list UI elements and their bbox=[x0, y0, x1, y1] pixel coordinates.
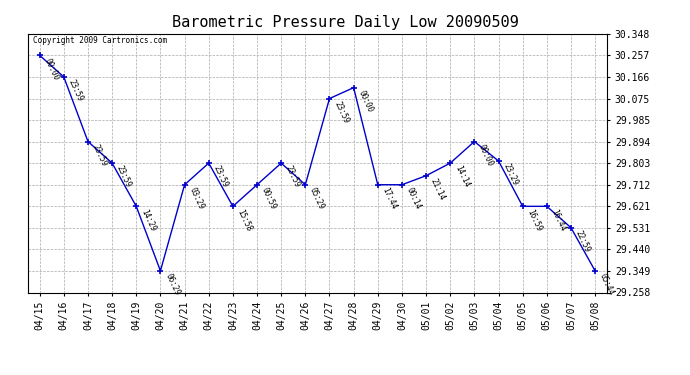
Text: 23:59: 23:59 bbox=[67, 78, 85, 103]
Text: 23:59: 23:59 bbox=[115, 165, 133, 189]
Text: 06:29: 06:29 bbox=[164, 272, 181, 297]
Text: 05:44: 05:44 bbox=[598, 272, 616, 297]
Text: 21:14: 21:14 bbox=[429, 177, 447, 202]
Text: 00:14: 00:14 bbox=[405, 186, 423, 211]
Text: 14:29: 14:29 bbox=[139, 208, 157, 232]
Text: 15:58: 15:58 bbox=[236, 208, 254, 232]
Text: 23:29: 23:29 bbox=[502, 162, 520, 187]
Text: 23:59: 23:59 bbox=[91, 143, 109, 168]
Text: Copyright 2009 Cartronics.com: Copyright 2009 Cartronics.com bbox=[33, 36, 168, 45]
Text: 03:29: 03:29 bbox=[188, 186, 206, 211]
Text: 05:29: 05:29 bbox=[308, 186, 326, 211]
Text: 22:59: 22:59 bbox=[574, 229, 592, 254]
Text: 16:44: 16:44 bbox=[550, 208, 568, 232]
Text: 14:14: 14:14 bbox=[453, 165, 471, 189]
Text: 23:59: 23:59 bbox=[212, 165, 230, 189]
Text: 00:59: 00:59 bbox=[260, 186, 278, 211]
Text: 00:00: 00:00 bbox=[43, 57, 61, 81]
Text: 00:00: 00:00 bbox=[477, 143, 495, 168]
Text: 00:00: 00:00 bbox=[357, 89, 375, 114]
Text: 23:59: 23:59 bbox=[333, 100, 351, 125]
Text: Barometric Pressure Daily Low 20090509: Barometric Pressure Daily Low 20090509 bbox=[172, 15, 518, 30]
Text: 23:59: 23:59 bbox=[284, 165, 302, 189]
Text: 16:59: 16:59 bbox=[526, 208, 544, 232]
Text: 17:44: 17:44 bbox=[381, 186, 399, 211]
